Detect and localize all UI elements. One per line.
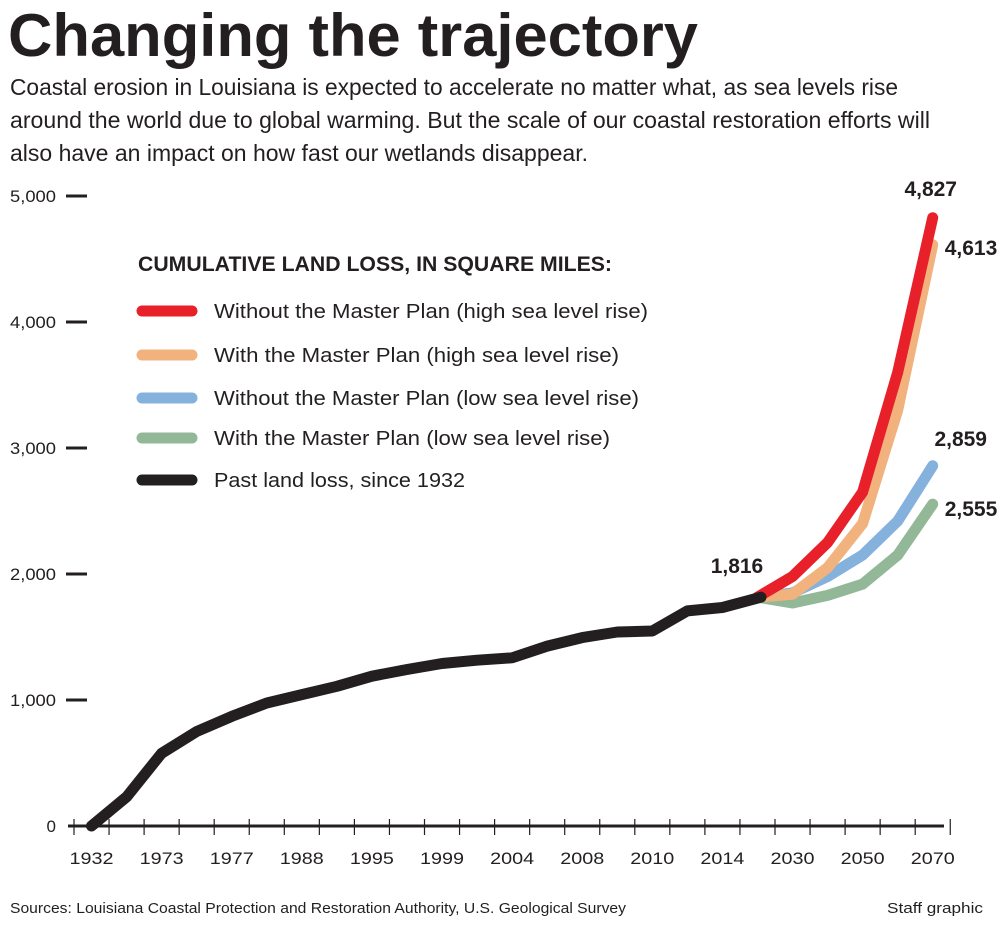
y-tick-label: 1,000 — [10, 691, 56, 710]
series-line — [752, 212, 939, 603]
data-label: 1,816 — [711, 555, 764, 578]
x-tick-label: 1932 — [70, 849, 114, 868]
y-tick-label: 5,000 — [10, 187, 56, 206]
x-tick-label: 2010 — [630, 849, 674, 868]
x-tick-label: 2014 — [700, 849, 744, 868]
x-tick-label: 1977 — [210, 849, 254, 868]
series-line — [752, 239, 939, 603]
legend-item: With the Master Plan (low sea level rise… — [136, 428, 610, 450]
chart-title: Changing the trajectory — [8, 2, 699, 69]
y-tick-label: 3,000 — [10, 439, 56, 458]
series-line — [752, 498, 939, 609]
data-label: 4,613 — [945, 237, 998, 260]
y-tick-label: 0 — [47, 817, 56, 836]
subtitle-line: also have an impact on how fast our wetl… — [10, 140, 588, 166]
legend-item: Without the Master Plan (high sea level … — [136, 301, 648, 323]
legend-label: With the Master Plan (low sea level rise… — [214, 428, 610, 450]
legend-label: Without the Master Plan (high sea level … — [214, 301, 648, 323]
x-tick-label: 1988 — [280, 849, 324, 868]
legend-label: With the Master Plan (high sea level ris… — [214, 345, 619, 367]
data-labels: 2,555 2,859 4,613 4,827 1,816 — [711, 178, 998, 578]
legend-item: Without the Master Plan (low sea level r… — [136, 388, 639, 410]
legend-title: CUMULATIVE LAND LOSS, IN SQUARE MILES: — [138, 253, 612, 276]
series-line — [86, 591, 767, 832]
series-lines — [86, 212, 939, 832]
x-tick-label: 1995 — [350, 849, 394, 868]
sources-note: Sources: Louisiana Coastal Protection an… — [10, 900, 627, 917]
legend-item: With the Master Plan (high sea level ris… — [136, 345, 619, 367]
legend: Without the Master Plan (high sea level … — [136, 301, 648, 492]
x-tick-label: 2070 — [911, 849, 955, 868]
legend-label: Past land loss, since 1932 — [214, 470, 465, 492]
y-tick-label: 2,000 — [10, 565, 56, 584]
data-label: 2,555 — [945, 498, 998, 521]
x-tick-label: 2030 — [771, 849, 815, 868]
credit-note: Staff graphic — [887, 900, 984, 917]
subtitle-line: around the world due to global warming. … — [10, 107, 930, 133]
x-tick-label: 2008 — [560, 849, 604, 868]
legend-item: Past land loss, since 1932 — [136, 470, 465, 492]
data-label: 4,827 — [904, 178, 957, 201]
data-label: 2,859 — [934, 428, 987, 451]
x-tick-label: 1973 — [140, 849, 184, 868]
x-tick-label: 1999 — [420, 849, 464, 868]
y-tick-label: 4,000 — [10, 313, 56, 332]
legend-label: Without the Master Plan (low sea level r… — [214, 388, 639, 410]
axes: 1932 1973 1977 1988 1995 1999 2004 2008 2010 2014… — [10, 187, 955, 868]
subtitle-line: Coastal erosion in Louisiana is expected… — [10, 74, 898, 100]
x-tick-label: 2004 — [490, 849, 534, 868]
x-tick-label: 2050 — [841, 849, 885, 868]
